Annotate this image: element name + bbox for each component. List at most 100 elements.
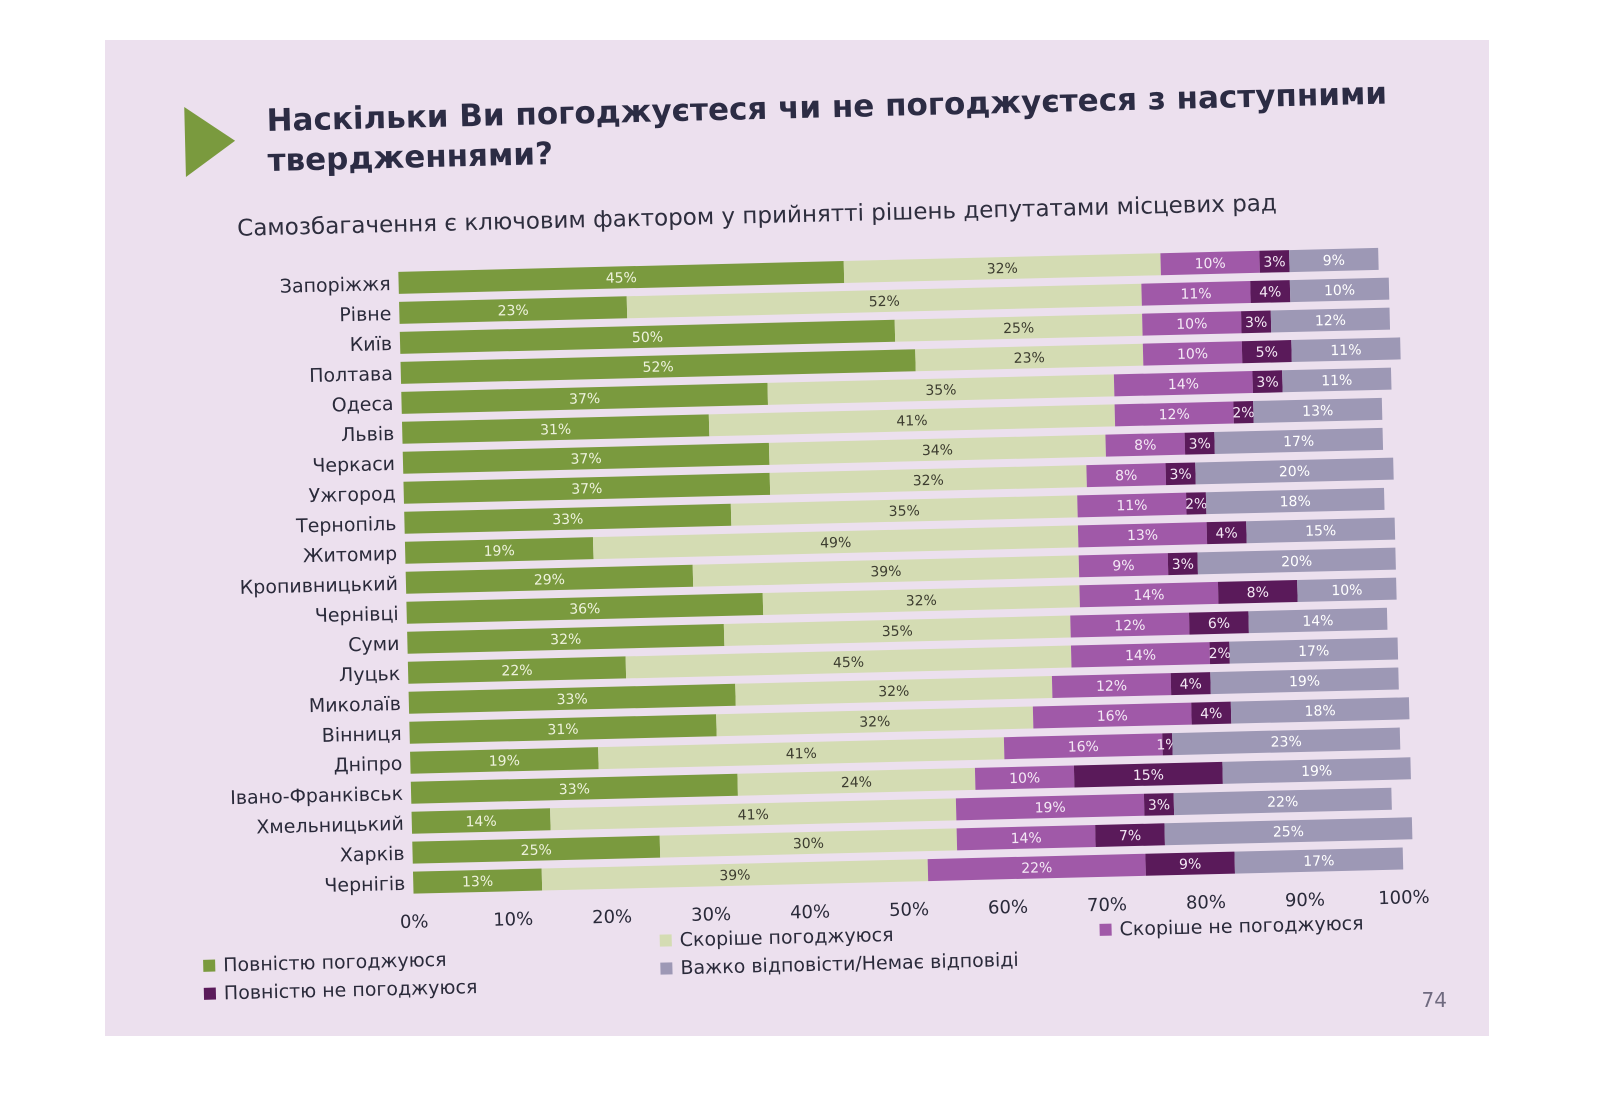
data-label: 19% <box>489 753 521 770</box>
data-label: 10% <box>1177 346 1209 363</box>
bar-segment <box>401 382 768 414</box>
bar-segment <box>1167 552 1198 576</box>
data-label: 17% <box>1298 643 1330 660</box>
data-label: 3% <box>1172 557 1195 574</box>
data-label: 11% <box>1321 373 1353 390</box>
data-label: 10% <box>1194 256 1226 273</box>
data-label: 19% <box>1301 763 1333 780</box>
x-tick-label: 60% <box>988 897 1029 919</box>
data-label: 4% <box>1179 676 1202 693</box>
bar-segment <box>768 434 1106 465</box>
data-label: 4% <box>1215 525 1238 542</box>
bar-segment <box>406 593 764 624</box>
bar-segment <box>1086 463 1167 488</box>
data-label: 10% <box>1331 582 1363 599</box>
data-label: 15% <box>1305 523 1337 540</box>
data-label: 25% <box>521 842 553 859</box>
x-tick-label: 0% <box>400 911 429 933</box>
bar-segment <box>767 374 1115 405</box>
legend-swatch <box>203 987 217 1000</box>
bar-segment <box>762 585 1080 616</box>
data-label: 32% <box>987 261 1019 278</box>
category-label: Київ <box>350 333 393 356</box>
data-label: 37% <box>571 481 603 498</box>
legend-swatch <box>1099 923 1112 936</box>
data-label: 33% <box>552 511 584 528</box>
bar-segment <box>1289 247 1379 273</box>
category-label: Чернівці <box>315 603 399 627</box>
bar-segment <box>408 683 736 714</box>
bar-segment <box>843 253 1161 283</box>
data-label: 8% <box>1247 585 1270 602</box>
bar-segment <box>598 737 1005 770</box>
bar-segment <box>541 859 929 891</box>
bar-segment <box>1164 817 1413 846</box>
data-label: 32% <box>906 593 938 610</box>
data-label: 22% <box>1267 794 1299 811</box>
bar-segment <box>399 319 896 354</box>
data-label: 37% <box>569 391 601 408</box>
bar-segment <box>915 343 1144 372</box>
data-label: 39% <box>870 564 902 581</box>
category-label: Суми <box>348 633 400 656</box>
data-label: 36% <box>569 601 601 618</box>
bar-segment <box>1252 370 1283 394</box>
bar-segment <box>1195 457 1394 485</box>
data-label: 39% <box>719 867 751 884</box>
data-label: 20% <box>1281 554 1313 571</box>
category-label: Одеса <box>331 393 393 417</box>
x-tick-label: 40% <box>790 902 831 924</box>
bar-segment <box>730 495 1078 526</box>
bar-segment <box>1078 553 1169 578</box>
bar-segment <box>1291 337 1401 363</box>
category-label: Миколаїв <box>309 693 402 717</box>
bar-segment <box>1250 280 1291 304</box>
data-label: 17% <box>1283 434 1315 451</box>
bar-segment <box>1032 702 1192 729</box>
data-label: 5% <box>1256 344 1279 361</box>
category-label: Івано-Франківськ <box>230 783 403 809</box>
category-label: Рівне <box>339 303 392 326</box>
data-label: 8% <box>1115 468 1138 485</box>
bar-segment <box>1172 727 1401 756</box>
category-label: Полтава <box>309 363 393 387</box>
bar-segment <box>410 773 738 804</box>
bar-segment <box>735 676 1053 706</box>
data-label: 6% <box>1208 616 1231 633</box>
bar-segment <box>894 313 1143 342</box>
data-label: 10% <box>1176 316 1208 333</box>
category-label: Кропивницький <box>240 573 399 599</box>
data-label: 22% <box>501 663 533 680</box>
data-label: 7% <box>1119 828 1142 845</box>
bar-segment <box>1173 787 1392 816</box>
bar-segment <box>1297 577 1397 602</box>
data-label: 35% <box>925 382 957 399</box>
category-label: Харків <box>340 843 405 867</box>
bar-segment <box>1241 340 1292 364</box>
category-label: Житомир <box>303 543 398 567</box>
data-label: 20% <box>1279 464 1311 481</box>
data-label: 32% <box>859 714 891 731</box>
data-label: 4% <box>1259 284 1282 301</box>
bar-segment <box>1270 307 1391 333</box>
bar-segment <box>1230 697 1410 724</box>
x-tick-label: 100% <box>1378 887 1430 909</box>
bar-segment <box>716 706 1034 737</box>
data-label: 32% <box>913 473 945 490</box>
category-label: Тернопіль <box>295 513 397 537</box>
legend-swatch <box>203 959 216 972</box>
data-label: 3% <box>1169 467 1192 484</box>
bar-segment <box>409 714 717 744</box>
bar-segment <box>399 296 628 324</box>
bar-segment <box>402 442 770 474</box>
bar-segment <box>405 564 694 594</box>
data-label: 45% <box>606 270 638 287</box>
data-label: 12% <box>1315 313 1347 330</box>
bar-segment <box>1214 427 1384 454</box>
data-label: 12% <box>1159 407 1191 424</box>
data-label: 11% <box>1180 286 1212 303</box>
bar-segment <box>401 414 710 444</box>
data-label: 23% <box>497 303 529 320</box>
bar-segment <box>1217 579 1298 604</box>
data-label: 8% <box>1134 437 1157 454</box>
